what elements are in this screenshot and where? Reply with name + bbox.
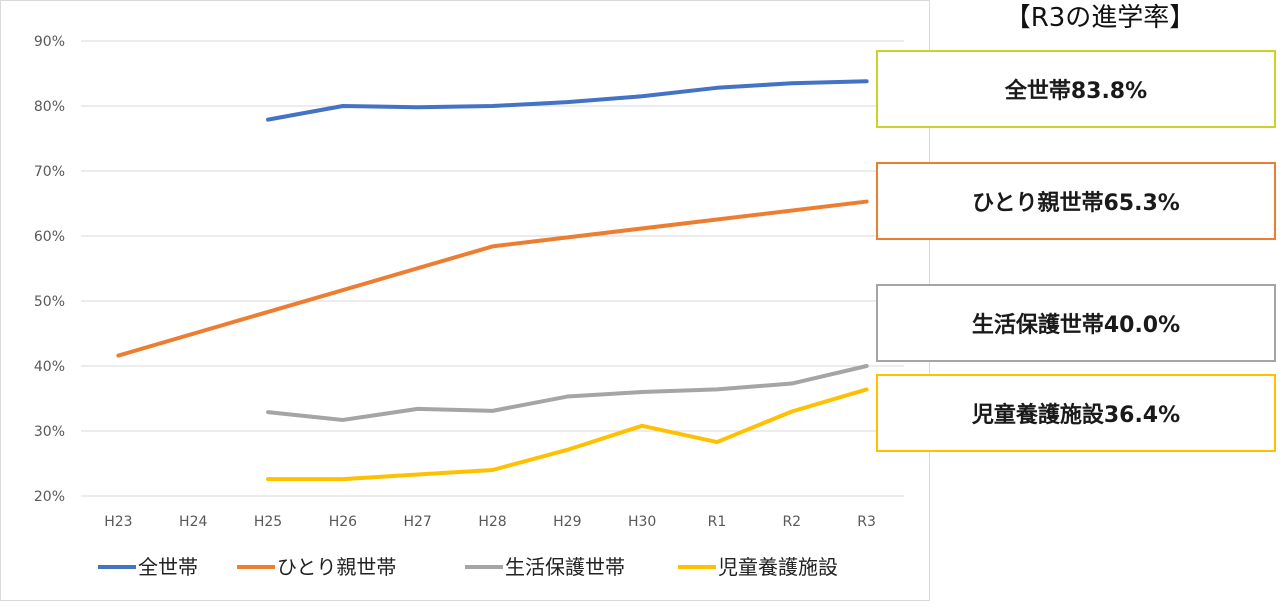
x-tick-label: H30 [628, 514, 656, 530]
y-axis-ticks: 20% 30% 40% 50% 60% 70% 80% 90% [34, 34, 65, 505]
x-tick-label: H29 [553, 514, 581, 530]
y-tick-label: 90% [34, 34, 65, 50]
y-tick-label: 80% [34, 99, 65, 115]
summary-box-all-households: 全世帯83.8% [876, 50, 1276, 128]
summary-label: 全世帯83.8% [1004, 79, 1148, 104]
series-line-0 [266, 79, 869, 122]
x-tick-label: R2 [782, 514, 801, 530]
legend-label: ひとり親世帯 [277, 555, 396, 579]
summary-label: 児童養護施設36.4% [971, 403, 1181, 428]
x-tick-label: H23 [104, 514, 132, 530]
x-tick-label: H26 [329, 514, 357, 530]
y-tick-label: 50% [34, 294, 65, 310]
x-tick-label: H24 [179, 514, 207, 530]
summary-box-welfare: 生活保護世帯40.0% [876, 284, 1276, 362]
x-tick-label: H25 [254, 514, 282, 530]
summary-title: 【R3の進学率】 [1004, 3, 1196, 33]
x-tick-label: H27 [404, 514, 432, 530]
legend: 全世帯 ひとり親世帯 生活保護世帯 児童養護施設 [98, 555, 838, 579]
summary-label: ひとり親世帯65.3% [972, 191, 1180, 216]
y-tick-label: 60% [34, 229, 65, 245]
x-tick-label: H28 [478, 514, 506, 530]
series-lines [116, 79, 869, 482]
y-tick-label: 30% [34, 424, 65, 440]
gridlines [81, 40, 904, 497]
y-tick-label: 70% [34, 164, 65, 180]
y-tick-label: 20% [34, 489, 65, 505]
series-line-1 [116, 199, 869, 358]
series-line-3 [266, 387, 869, 482]
legend-label: 生活保護世帯 [505, 555, 625, 579]
legend-label: 児童養護施設 [718, 555, 838, 579]
chart-area: 20% 30% 40% 50% 60% 70% 80% 90% H23 H24 H25 H26 H27… [0, 0, 930, 601]
legend-label: 全世帯 [138, 555, 198, 579]
summary-box-childcare-facility: 児童養護施設36.4% [876, 374, 1276, 452]
y-tick-label: 40% [34, 359, 65, 375]
summary-box-single-parent: ひとり親世帯65.3% [876, 162, 1276, 240]
summary-label: 生活保護世帯40.0% [971, 313, 1181, 338]
x-tick-label: R3 [857, 514, 876, 530]
x-axis-ticks: H23 H24 H25 H26 H27 H28 H29 H30 R1 R2 R3 [104, 514, 876, 530]
series-line-2 [266, 364, 869, 422]
x-tick-label: R1 [708, 514, 727, 530]
line-chart: 20% 30% 40% 50% 60% 70% 80% 90% H23 H24 H25 H26 H27… [34, 34, 904, 579]
